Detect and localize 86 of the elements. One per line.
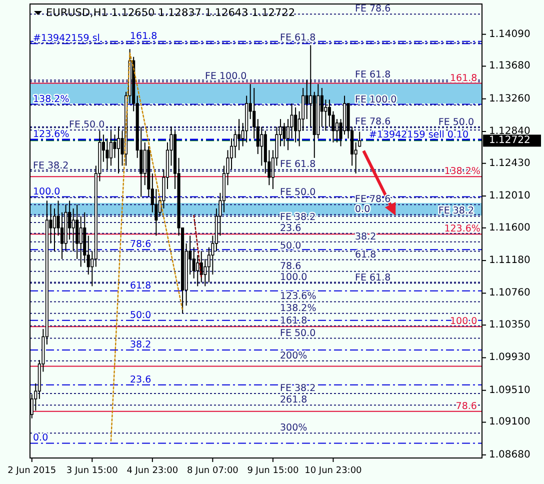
y-tick-label: 1.11180 [489, 255, 530, 266]
annotation: 0.0 [355, 204, 370, 216]
y-tick-label: 1.10350 [489, 320, 530, 331]
y-tick-label: 1.09930 [489, 352, 530, 364]
y-tick-label: 1.08680 [489, 449, 530, 460]
annotation: 100.0 [33, 186, 60, 198]
annotation: FE 50.0 [280, 187, 316, 198]
x-tick-label: 4 Jun 23:00 [126, 466, 178, 476]
annotation: FE 50.0 [438, 117, 474, 128]
candlestick [260, 126, 264, 166]
line-series [110, 52, 184, 442]
candlestick [196, 254, 200, 287]
y-tick-label: 1.14090 [489, 28, 530, 40]
annotation: FE 100.0 [205, 71, 247, 82]
y-tick-label: 1.13680 [489, 60, 530, 72]
candlestick [143, 142, 146, 186]
candlestick [286, 118, 290, 151]
x-tick-label: 10 Jun 23:00 [304, 466, 362, 476]
annotation: FE 78.6 [355, 116, 391, 128]
annotation: FE 61.8 [355, 272, 391, 284]
annotation: 200% [280, 350, 308, 362]
annotation: #13942159 sell 0.10 [369, 130, 469, 141]
candlestick [68, 200, 72, 240]
y-tick-label: 1.13260 [489, 93, 530, 104]
candlestick [113, 134, 116, 158]
annotation: 61.8 [355, 249, 376, 260]
candlestick [238, 118, 241, 151]
x-tick-label: 8 Jun 07:00 [186, 466, 239, 476]
annotation: 78.6 [456, 400, 477, 412]
y-tick-label: 1.12840 [489, 126, 530, 137]
candlestick [335, 118, 339, 143]
annotation: 138.2% [444, 166, 480, 178]
candlestick [282, 122, 286, 147]
chart-title: EURUSD,H1 1.12650 1.12837 1.12643 1.12722 [46, 7, 295, 19]
annotation: 50.0 [130, 310, 152, 321]
annotation: 138.2% [33, 94, 70, 105]
annotation: FE 38.2 [33, 160, 69, 172]
annotation: 38.2 [355, 231, 376, 242]
annotation: 138.2% [280, 302, 316, 314]
y-tick-label: 1.12010 [489, 190, 530, 202]
annotation: 78.6 [130, 239, 152, 250]
annotation: 100.0 [280, 272, 308, 283]
candlestick [79, 216, 82, 268]
x-tick-label: 9 Jun 15:00 [247, 466, 299, 476]
candlestick [76, 204, 79, 260]
x-tick-label: 3 Jun 15:00 [66, 466, 118, 476]
y-tick-label: 1.09510 [489, 384, 530, 396]
annotation: 161.8 [130, 30, 158, 42]
annotation: 61.8 [130, 280, 152, 292]
annotation: FE 38.2 [280, 382, 316, 394]
candlestick [72, 208, 75, 252]
candlestick [109, 130, 113, 166]
annotation: 0.0 [33, 432, 48, 444]
y-tick-label: 1.09100 [489, 416, 530, 428]
annotation: FE 78.6 [355, 4, 391, 15]
annotation: FE 61.8 [355, 70, 391, 81]
annotation: 161.8 [450, 72, 478, 84]
annotation: FE 38.2 [438, 206, 474, 217]
annotation: FE 50.0 [280, 328, 316, 339]
annotation: 100.0 [450, 316, 478, 328]
annotation: 50.0 [280, 240, 302, 252]
candlestick [116, 126, 120, 174]
y-tick-label: 1.10760 [489, 288, 530, 299]
candlestick [305, 80, 308, 120]
y-tick-label: 1.11600 [489, 222, 530, 234]
annotation: 123.6% [280, 291, 316, 302]
annotation: FE 100.0 [355, 94, 397, 106]
annotation: 300% [280, 422, 308, 434]
annotation: 123.6% [33, 128, 70, 140]
candlestick [294, 106, 298, 143]
candlestick [324, 99, 328, 132]
annotation: FE 61.8 [280, 159, 316, 170]
candlestick [290, 103, 294, 139]
candlestick [204, 258, 207, 287]
y-tick-label: 1.12430 [489, 158, 530, 169]
annotation: FE 61.8 [280, 32, 316, 44]
candlestick [52, 208, 56, 252]
candlestick [106, 138, 109, 170]
ref-line-label: 1.12722 [489, 135, 530, 146]
annotation: 38.2 [130, 339, 152, 350]
annotation: 23.6 [130, 374, 152, 386]
annotation: 261.8 [280, 394, 308, 406]
x-tick-label: 2 Jun 2015 [8, 466, 56, 476]
annotation: 23.6 [280, 222, 302, 234]
annotation: 123.6% [444, 224, 480, 235]
annotation: 78.6 [280, 260, 302, 272]
